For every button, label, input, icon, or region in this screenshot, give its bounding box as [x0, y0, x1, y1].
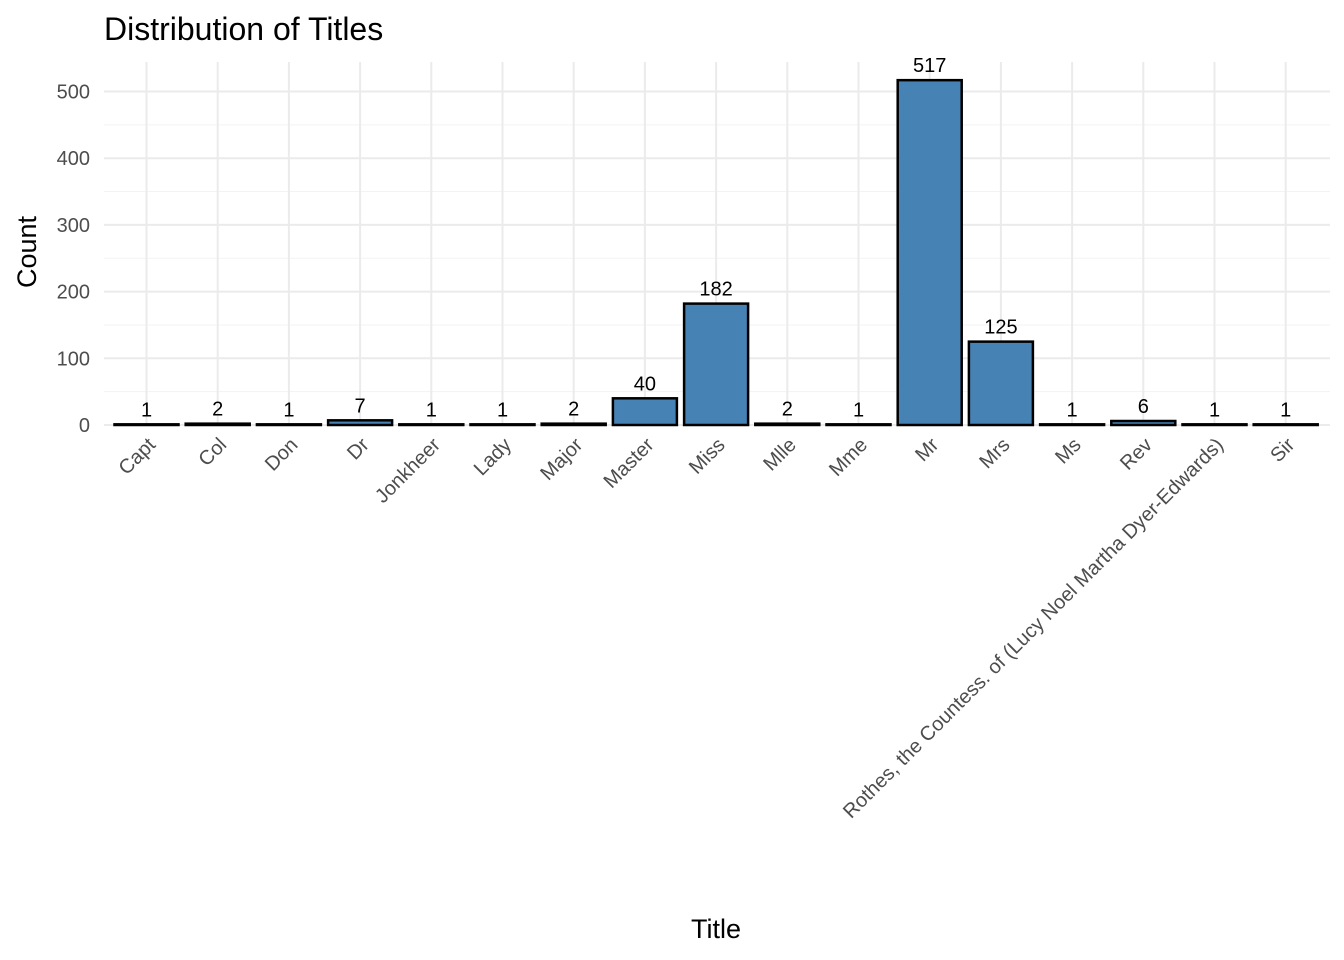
y-tick-label: 0 — [79, 415, 90, 437]
data-label: 1 — [853, 399, 864, 421]
data-label: 2 — [782, 399, 793, 421]
x-tick-label: Mr — [911, 434, 943, 466]
x-tick-label: Mme — [825, 434, 872, 481]
x-tick-label: Lady — [470, 434, 516, 480]
bar-don — [255, 423, 323, 427]
data-label: 125 — [984, 317, 1017, 339]
data-label: 517 — [913, 55, 946, 77]
y-tick-label: 400 — [57, 148, 90, 170]
x-tick-label: Miss — [685, 434, 730, 479]
x-tick-label: Col — [194, 434, 231, 471]
bar-ms — [1038, 423, 1106, 427]
bar-col — [184, 422, 251, 427]
x-tick-label: Don — [261, 434, 303, 476]
x-tick-label: Rothes, the Countess. of (Lucy Noel Mart… — [839, 434, 1228, 823]
x-tick-label: Capt — [115, 434, 161, 480]
data-label: 6 — [1138, 396, 1149, 418]
bar-mr — [896, 78, 963, 427]
x-tick-label: Rev — [1116, 434, 1157, 475]
y-tick-label: 100 — [57, 348, 90, 370]
y-axis-title: Count — [12, 215, 42, 288]
data-label: 1 — [283, 399, 294, 421]
x-tick-label: Master — [600, 434, 659, 493]
data-label: 7 — [355, 395, 366, 417]
x-tick-label: Mlle — [759, 434, 800, 475]
data-label: 1 — [1067, 399, 1078, 421]
data-label: 1 — [141, 399, 152, 421]
x-tick-label: Dr — [343, 434, 374, 465]
bar-lady — [469, 423, 536, 427]
bar-rothes — [1181, 423, 1248, 427]
x-tick-label: Major — [536, 434, 587, 485]
data-label: 2 — [212, 399, 223, 421]
bar-capt — [113, 423, 180, 427]
bar-mrs — [967, 340, 1035, 427]
data-label: 1 — [497, 399, 508, 421]
data-label: 1 — [1209, 399, 1220, 421]
chart-title: Distribution of Titles — [104, 11, 383, 47]
bars — [113, 78, 1319, 427]
data-label: 1 — [1280, 399, 1291, 421]
bar-dr — [326, 419, 394, 427]
data-label: 2 — [568, 399, 579, 421]
x-tick-label: Jonkheer — [371, 434, 445, 508]
bar-sir — [1252, 423, 1319, 427]
data-label: 1 — [426, 399, 437, 421]
bar-master — [611, 397, 679, 427]
bar-major — [540, 422, 607, 427]
y-tick-label: 200 — [57, 282, 90, 304]
x-axis-title: Title — [691, 914, 741, 944]
x-tick-label: Ms — [1051, 434, 1085, 468]
bar-mme — [825, 423, 892, 427]
data-label: 40 — [634, 373, 656, 395]
bar-mlle — [754, 422, 821, 427]
y-tick-label: 500 — [57, 82, 90, 104]
y-axis-ticks: 0 100 200 300 400 500 — [57, 82, 90, 438]
bar-jonkheer — [398, 423, 465, 427]
x-tick-label: Sir — [1266, 434, 1299, 467]
bar-miss — [682, 302, 750, 427]
y-tick-label: 300 — [57, 215, 90, 237]
data-label: 182 — [699, 279, 732, 301]
bar-rev — [1110, 419, 1177, 427]
x-tick-label: Mrs — [975, 434, 1014, 473]
